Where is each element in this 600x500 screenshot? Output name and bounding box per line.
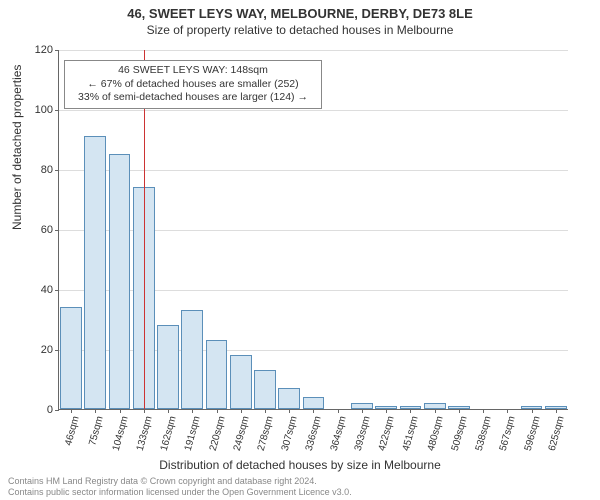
x-tick-label: 191sqm — [183, 415, 203, 452]
bar — [84, 136, 106, 409]
bar-slot: 393sqm — [350, 50, 374, 409]
x-tick-label: 538sqm — [474, 415, 494, 452]
x-tick-label: 393sqm — [353, 415, 373, 452]
footer-line-2: Contains public sector information licen… — [8, 487, 352, 498]
x-axis-label: Distribution of detached houses by size … — [0, 458, 600, 472]
annotation-line-1: 46 SWEET LEYS WAY: 148sqm — [71, 64, 315, 78]
bar-slot: 451sqm — [398, 50, 422, 409]
x-tick-label: 422sqm — [377, 415, 397, 452]
x-tick-label: 104sqm — [110, 415, 130, 452]
x-tick-label: 625sqm — [547, 415, 567, 452]
x-tick-label: 162sqm — [159, 415, 179, 452]
bar — [230, 355, 252, 409]
chart-subtitle: Size of property relative to detached ho… — [0, 21, 600, 37]
x-tick-label: 336sqm — [304, 415, 324, 452]
bar — [278, 388, 300, 409]
x-tick-label: 75sqm — [88, 415, 106, 447]
y-tick-label: 0 — [47, 404, 53, 416]
y-tick-label: 120 — [35, 44, 53, 56]
bar-slot: 596sqm — [519, 50, 543, 409]
y-tick-label: 80 — [41, 164, 53, 176]
annotation-box: 46 SWEET LEYS WAY: 148sqm ← 67% of detac… — [64, 60, 322, 109]
y-tick-label: 100 — [35, 104, 53, 116]
x-tick-label: 307sqm — [280, 415, 300, 452]
bar — [254, 370, 276, 409]
annotation-line-2: ← 67% of detached houses are smaller (25… — [71, 78, 315, 92]
x-tick-label: 220sqm — [207, 415, 227, 452]
bar — [60, 307, 82, 409]
bar-slot: 509sqm — [447, 50, 471, 409]
y-tick-label: 60 — [41, 224, 53, 236]
bar-slot: 364sqm — [326, 50, 350, 409]
x-tick-label: 364sqm — [328, 415, 348, 452]
x-tick-label: 278sqm — [256, 415, 276, 452]
bar-slot: 567sqm — [495, 50, 519, 409]
bar-slot: 480sqm — [423, 50, 447, 409]
bar — [109, 154, 131, 409]
x-tick-label: 133sqm — [135, 415, 155, 452]
bar-slot: 422sqm — [374, 50, 398, 409]
bar — [206, 340, 228, 409]
y-tick-label: 40 — [41, 284, 53, 296]
x-tick-label: 249sqm — [232, 415, 252, 452]
x-tick-label: 596sqm — [522, 415, 542, 452]
bar — [157, 325, 179, 409]
chart-title: 46, SWEET LEYS WAY, MELBOURNE, DERBY, DE… — [0, 0, 600, 21]
chart-container: 46, SWEET LEYS WAY, MELBOURNE, DERBY, DE… — [0, 0, 600, 500]
x-tick-label: 451sqm — [401, 415, 421, 452]
y-axis-label: Number of detached properties — [10, 65, 24, 230]
x-tick-label: 480sqm — [425, 415, 445, 452]
bar-slot: 538sqm — [471, 50, 495, 409]
bar-slot: 625sqm — [544, 50, 568, 409]
bar — [181, 310, 203, 409]
footer: Contains HM Land Registry data © Crown c… — [8, 476, 352, 498]
bar — [303, 397, 325, 409]
x-tick-label: 567sqm — [498, 415, 518, 452]
annotation-line-3: 33% of semi-detached houses are larger (… — [71, 91, 315, 105]
footer-line-1: Contains HM Land Registry data © Crown c… — [8, 476, 352, 487]
x-tick-label: 46sqm — [63, 415, 81, 447]
y-tick-label: 20 — [41, 344, 53, 356]
x-tick-label: 509sqm — [450, 415, 470, 452]
